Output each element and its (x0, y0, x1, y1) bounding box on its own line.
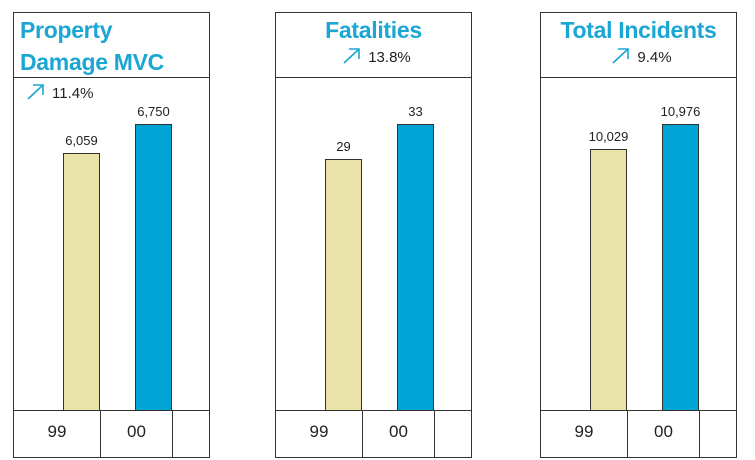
x-tick-label: 00 (628, 411, 700, 457)
value-label: 6,750 (137, 104, 170, 119)
chart-panel: Total Incidents 9.4% 10,029 10,976 99 00 (540, 12, 737, 458)
x-tick-label: 99 (276, 411, 363, 457)
plot-area: 6,059 6,750 (14, 78, 209, 411)
x-tick-label: 00 (363, 411, 435, 457)
x-tick-label: 99 (541, 411, 628, 457)
bar (590, 148, 627, 411)
change-indicator: 11.4% (26, 84, 94, 102)
x-tick-label: 99 (14, 411, 101, 457)
change-indicator: 13.8% (342, 48, 411, 66)
value-label: 6,059 (65, 133, 98, 149)
plot-area: 10,029 10,976 (541, 78, 736, 411)
panel-header: Fatalities 13.8% (276, 13, 471, 78)
bar (135, 124, 172, 411)
bar (662, 124, 699, 411)
chart-panel: Fatalities 13.8% 29 33 99 00 (275, 12, 472, 458)
up-arrow (27, 84, 44, 100)
chart-title: Total Incidents (560, 17, 717, 43)
bar (397, 124, 434, 411)
up-arrow (343, 48, 361, 64)
bar (325, 158, 362, 411)
x-tick-label: 00 (101, 411, 173, 457)
value-label: 33 (408, 104, 423, 119)
chart-title: Property Damage MVC (20, 17, 164, 75)
value-label: 10,976 (660, 104, 701, 119)
plot-area: 29 33 (276, 78, 471, 411)
change-indicator: 9.4% (611, 48, 672, 66)
value-label: 29 (336, 138, 351, 154)
value-label: 10,029 (588, 128, 629, 144)
bar (63, 153, 100, 411)
change-text: 13.8% (368, 49, 411, 66)
chart-panel: Property Damage MVC 11.4% 6,059 6,750 99 00 (13, 12, 210, 458)
up-arrow (612, 48, 630, 64)
panel-header: Property Damage MVC 11.4% (14, 13, 209, 102)
change-text: 9.4% (637, 49, 672, 66)
panel-header: Total Incidents 9.4% (541, 13, 736, 78)
chart-title: Fatalities (325, 17, 422, 43)
change-text: 11.4% (52, 85, 94, 102)
